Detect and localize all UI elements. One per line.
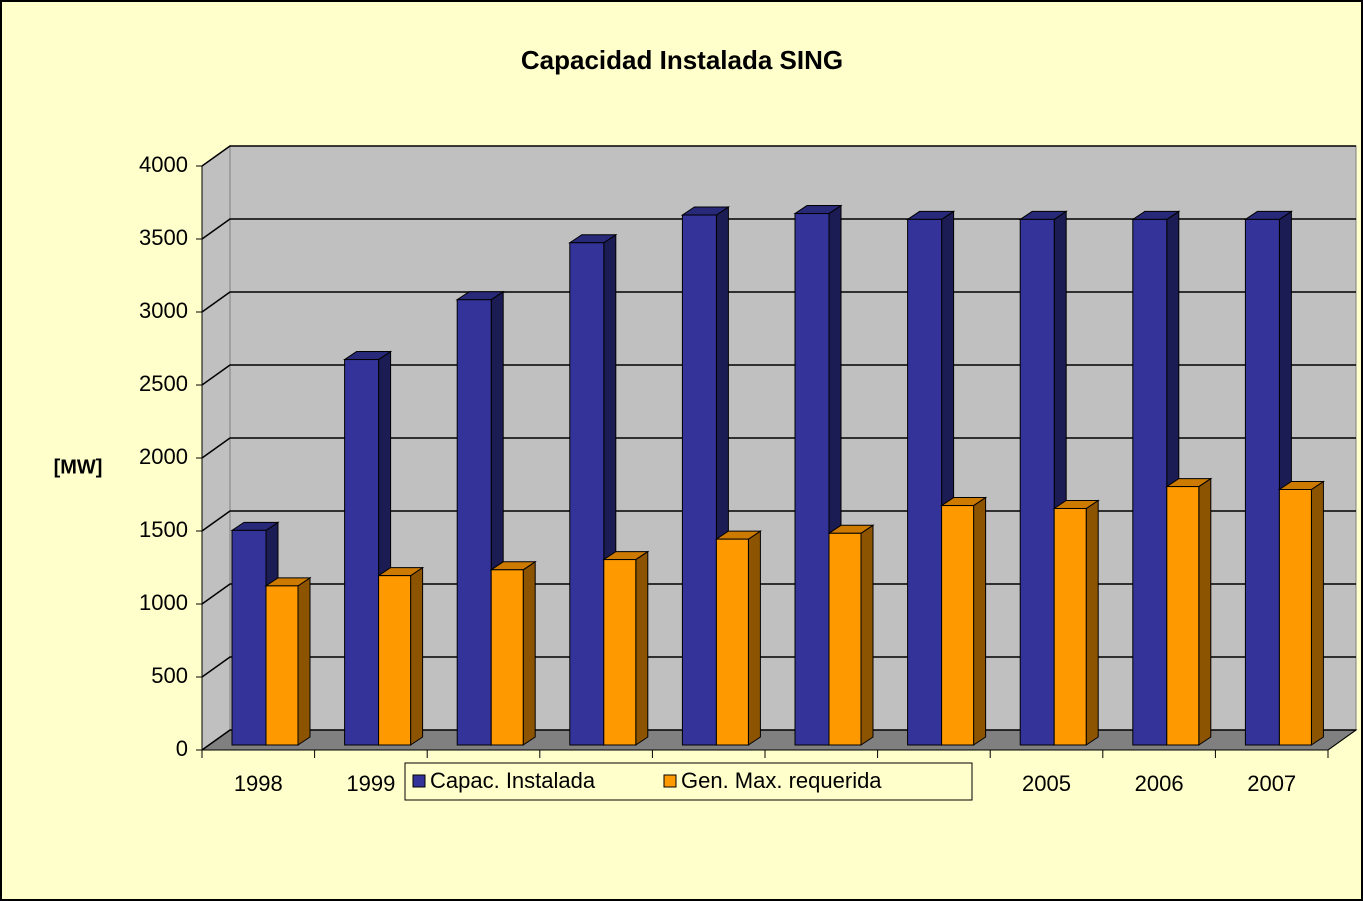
chart-title: Capacidad Instalada SING [521,45,843,75]
bar [378,575,412,746]
bar-side [522,560,536,746]
bar [1019,218,1055,746]
bar [490,569,524,746]
bar [1166,486,1200,746]
bar-side [1310,480,1324,746]
y-tick-label: 3500 [139,225,188,250]
y-tick-label: 3000 [139,298,188,323]
legend-label: Capac. Instalada [430,768,596,793]
bar [603,559,637,746]
bar [1053,507,1087,746]
grid-line [201,437,1356,459]
legend-box [404,762,973,801]
bar [344,359,380,746]
bar [1132,218,1168,746]
x-tick-label: 2005 [1022,771,1071,796]
bar [941,505,975,746]
y-tick-label: 2500 [139,371,188,396]
bar-side [1085,499,1099,746]
x-tick-label: 1998 [234,771,283,796]
x-tick-label: 1999 [346,771,395,796]
grid-line [201,145,1356,167]
grid-line [201,291,1356,313]
y-tick-label: 2000 [139,444,188,469]
x-tick-label: 2007 [1247,771,1296,796]
y-tick-label: 1000 [139,590,188,615]
legend-label: Gen. Max. requerida [681,768,882,793]
bar [1278,489,1312,746]
bar-side [297,576,311,746]
bar-side [410,566,424,746]
bar [265,585,299,746]
bar-side [860,524,874,746]
bar [681,214,717,746]
legend-swatch [412,774,426,788]
y-tick-label: 4000 [139,152,188,177]
y-tick-label: 0 [176,736,188,761]
y-tick-label: 500 [151,663,188,688]
bar [828,532,862,746]
grid-line [201,218,1356,240]
grid-line [201,364,1356,386]
bar [1244,218,1280,746]
bar [794,213,830,746]
bar [456,299,492,746]
bar-side [973,496,987,746]
bar-side [635,550,649,746]
legend-swatch [663,774,677,788]
bar-side [1198,477,1212,746]
bar [715,538,749,746]
bar-side [747,530,761,746]
bar [907,218,943,746]
y-axis-label: [MW] [54,456,103,478]
y-tick-label: 1500 [139,517,188,542]
x-axis-depth [1327,729,1357,751]
x-tick-label: 2006 [1135,771,1184,796]
bar [569,242,605,746]
bar [231,529,267,746]
